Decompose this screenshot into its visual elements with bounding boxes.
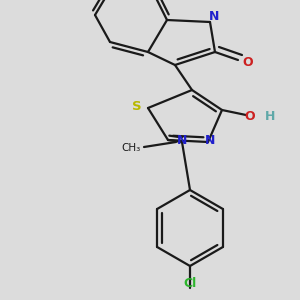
Text: N: N (205, 134, 215, 147)
Text: N: N (177, 134, 187, 148)
Text: O: O (245, 110, 255, 122)
Text: N: N (209, 10, 219, 22)
Text: Cl: Cl (183, 277, 196, 290)
Text: CH₃: CH₃ (122, 143, 141, 153)
Text: S: S (132, 100, 142, 112)
Text: O: O (243, 56, 253, 68)
Text: H: H (265, 110, 275, 122)
